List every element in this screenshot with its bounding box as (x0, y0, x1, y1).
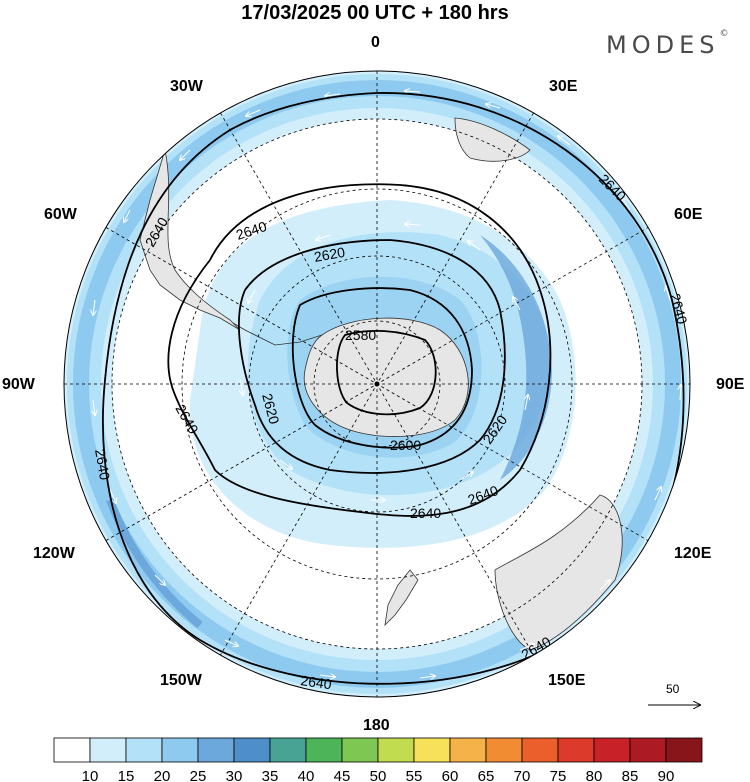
lon-label-180: 180 (363, 717, 390, 734)
map-title: 17/03/2025 00 UTC + 180 hrs (241, 2, 509, 24)
new-zealand-land (384, 569, 419, 627)
contour-label: 2580 (345, 327, 376, 343)
colorbar-swatch (305, 737, 343, 763)
height-contours (102, 92, 685, 685)
australia-land (494, 494, 623, 651)
colorbar-tick-label: 25 (190, 768, 207, 782)
colorbar-swatch (593, 737, 631, 763)
lon-label-150w: 150W (160, 672, 202, 689)
lon-label-90w: 90W (2, 376, 35, 393)
wind-core-southwest (106, 498, 203, 629)
colorbar: 10 15 20 25 30 35 40 45 50 55 60 65 70 75 80 85 90 (53, 737, 703, 782)
wind-vectors (93, 91, 681, 678)
modes-logo: MODES© (606, 29, 729, 59)
lon-label-30e: 30E (549, 78, 578, 95)
colorbar-tick-label: 20 (154, 768, 171, 782)
lon-label-60w: 60W (44, 206, 77, 223)
colorbar-swatch (413, 737, 451, 763)
contour-label: 2640 (92, 448, 113, 482)
contour-label: 2640 (410, 505, 441, 521)
contour-2620 (238, 239, 506, 474)
colorbar-swatch (557, 737, 595, 763)
colorbar-tick-label: 65 (478, 768, 495, 782)
colorbar-tick-label: 80 (586, 768, 603, 782)
colorbar-swatch (449, 737, 487, 763)
colorbar-swatch (485, 737, 523, 763)
lon-label-120e: 120E (674, 545, 712, 562)
contour-label: 2600 (390, 437, 421, 453)
south-america-land (139, 149, 241, 331)
colorbar-swatch (521, 737, 559, 763)
contour-label: 2640 (300, 672, 333, 692)
contour-2600 (291, 287, 473, 449)
lon-label-90e: 90E (716, 376, 745, 393)
vector-scale-label: 50 (666, 682, 680, 696)
colorbar-swatch (197, 737, 235, 763)
lon-label-150e: 150E (548, 672, 586, 689)
colorbar-tick-label: 70 (514, 768, 531, 782)
colorbar-swatch (377, 737, 415, 763)
colorbar-tick-label: 90 (658, 768, 675, 782)
map-border (63, 70, 691, 698)
contour-2580 (336, 329, 437, 416)
colorbar-swatch (89, 737, 127, 763)
colorbar-tick-label: 30 (226, 768, 243, 782)
lon-label-30w: 30W (170, 78, 203, 95)
colorbar-swatch (269, 737, 307, 763)
brand-name: MODES (606, 31, 720, 59)
colorbar-tick-label: 35 (262, 768, 279, 782)
colorbar-tick-label: 75 (550, 768, 567, 782)
colorbar-swatch (665, 737, 703, 763)
colorbar-swatch (125, 737, 163, 763)
colorbar-tick-label: 60 (442, 768, 459, 782)
lon-label-0: 0 (371, 34, 380, 51)
lon-label-60e: 60E (674, 206, 703, 223)
colorbar-swatch (161, 737, 199, 763)
colorbar-swatch (53, 737, 91, 763)
contour-label: 2620 (259, 392, 283, 426)
colorbar-tick-label: 85 (622, 768, 639, 782)
contour-label: 2640 (667, 292, 691, 326)
colorbar-tick-label: 15 (118, 768, 135, 782)
colorbar-swatch (233, 737, 271, 763)
contour-2640-inner (167, 183, 552, 517)
colorbar-tick-label: 50 (370, 768, 387, 782)
wind-core-east (480, 235, 552, 480)
colorbar-tick-label: 10 (82, 768, 99, 782)
colorbar-tick-label: 45 (334, 768, 351, 782)
colorbar-swatch (341, 737, 379, 763)
south-africa-land (454, 117, 531, 162)
contour-label: 2620 (313, 244, 347, 265)
lon-label-120w: 120W (33, 545, 75, 562)
colorbar-swatch (629, 737, 667, 763)
antarctica-land (303, 317, 469, 437)
colorbar-tick-label: 40 (298, 768, 315, 782)
brand-mark: © (719, 29, 729, 39)
south-pole-marker (374, 381, 380, 387)
colorbar-tick-label: 55 (406, 768, 423, 782)
contour-2640-outer (102, 92, 685, 685)
